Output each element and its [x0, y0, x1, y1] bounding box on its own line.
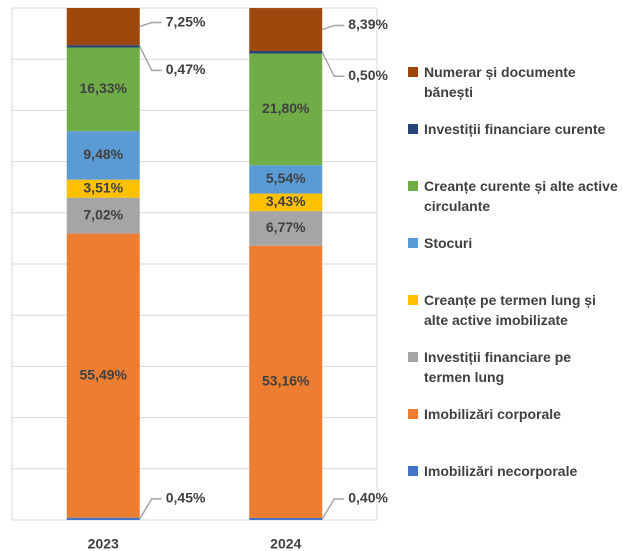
- legend-swatch: [408, 238, 418, 248]
- bar-segment: [66, 131, 140, 180]
- legend-label: Imobilizări corporale: [424, 406, 561, 422]
- bar-segment: [249, 211, 323, 246]
- bar-segment: [249, 517, 323, 520]
- leader-line: [139, 45, 162, 72]
- x-tick-label: 2023: [88, 536, 119, 551]
- legend-entry: Creanțe pe termen lung și alte active im…: [408, 290, 618, 330]
- bar-segment: [249, 165, 323, 194]
- data-label: 6,77%: [266, 219, 306, 235]
- legend-entry: Stocuri: [408, 233, 618, 253]
- data-label: 5,54%: [266, 170, 306, 186]
- data-label: 21,80%: [262, 100, 310, 116]
- data-label: 8,39%: [348, 16, 388, 32]
- leader-line: [321, 498, 345, 520]
- data-label: 3,51%: [83, 179, 123, 195]
- legend-entry: Investiții financiare pe termen lung: [408, 347, 618, 387]
- data-label: 7,25%: [166, 13, 206, 29]
- legend-label: Creanțe curente și alte active circulant…: [424, 178, 618, 214]
- bar-segment: [66, 45, 140, 48]
- data-label: 0,47%: [166, 61, 206, 77]
- legend-label: Numerar și documente bănești: [424, 64, 576, 100]
- bar-segment: [249, 53, 323, 166]
- bar-segment: [249, 193, 323, 212]
- legend-swatch: [408, 124, 418, 134]
- bar-segment: [66, 517, 140, 520]
- legend-label: Investiții financiare pe termen lung: [424, 349, 572, 385]
- bar-segment: [66, 47, 140, 132]
- legend-swatch: [408, 409, 418, 419]
- leader-line: [139, 498, 162, 520]
- leader-line: [139, 21, 162, 28]
- legend-swatch: [408, 67, 418, 77]
- legend-swatch: [408, 352, 418, 362]
- legend-entry: Imobilizări corporale: [408, 404, 618, 424]
- legend-entry: Imobilizări necorporale: [408, 461, 618, 481]
- legend-label: Investiții financiare curente: [424, 121, 606, 137]
- data-label: 9,48%: [83, 146, 123, 162]
- legend-label: Imobilizări necorporale: [424, 463, 578, 479]
- data-label: 55,49%: [80, 366, 128, 382]
- legend-label: Stocuri: [424, 235, 473, 251]
- legend-label: Creanțe pe termen lung și alte active im…: [424, 292, 596, 328]
- data-label: 0,45%: [166, 490, 206, 506]
- bar-segment: [66, 233, 140, 518]
- bar-segment: [66, 197, 140, 234]
- leader-line: [322, 24, 345, 31]
- bar-segment: [66, 8, 140, 46]
- legend-swatch: [408, 295, 418, 305]
- bar-segment: [249, 245, 323, 518]
- legend-swatch: [408, 466, 418, 476]
- legend-entry: Numerar și documente bănești: [408, 62, 618, 102]
- data-label: 3,43%: [266, 193, 306, 209]
- data-label: 0,50%: [348, 67, 388, 83]
- bar-segment: [249, 51, 323, 54]
- data-label: 16,33%: [80, 80, 128, 96]
- x-tick-label: 2024: [270, 536, 301, 551]
- data-label: 53,16%: [262, 373, 310, 389]
- legend-entry: Creanțe curente și alte active circulant…: [408, 176, 618, 216]
- legend-entry: Investiții financiare curente: [408, 119, 618, 139]
- data-label: 0,40%: [348, 490, 388, 506]
- leader-line: [321, 51, 345, 78]
- bar-segment: [249, 8, 323, 52]
- data-label: 7,02%: [83, 206, 123, 222]
- legend-swatch: [408, 181, 418, 191]
- bar-segment: [66, 179, 140, 198]
